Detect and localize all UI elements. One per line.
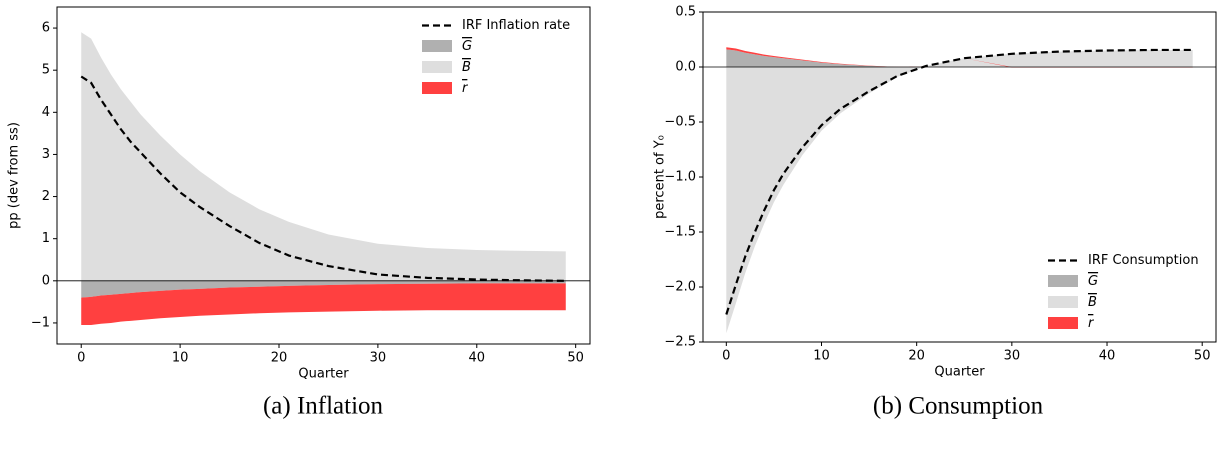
- legend-label: IRF Inflation rate: [462, 18, 570, 33]
- x-tick-label: 10: [813, 349, 830, 364]
- legend-label: G: [462, 39, 472, 54]
- legend-label: G: [1088, 274, 1098, 289]
- y-tick-label: 5: [42, 63, 50, 78]
- y-tick-label: 2: [42, 189, 50, 204]
- caption: (b) Consumption: [873, 393, 1044, 420]
- y-tick-label: 3: [42, 147, 50, 162]
- y-tick-label: −1.5: [664, 225, 696, 240]
- y-tick-label: 1: [42, 231, 50, 246]
- legend-swatch: [422, 61, 452, 73]
- legend-label: B: [462, 60, 471, 75]
- x-axis-label: Quarter: [298, 367, 349, 382]
- x-tick-label: 20: [908, 349, 925, 364]
- y-tick-label: 0.5: [675, 5, 696, 20]
- legend-swatch: [422, 82, 452, 94]
- legend-swatch: [422, 40, 452, 52]
- x-tick-label: 40: [1099, 349, 1116, 364]
- area: [81, 280, 566, 298]
- x-tick-label: 20: [271, 351, 288, 366]
- legend-label: B: [1088, 295, 1097, 310]
- y-tick-label: 0.0: [675, 60, 696, 75]
- y-tick-label: 4: [42, 105, 50, 120]
- y-tick-label: 6: [42, 21, 50, 36]
- x-tick-label: 0: [77, 351, 85, 366]
- panel: 0 10 20 30 40 50 −2.5 −2.0 −1.5 −1.0 −0.5 0.0 0.5 Qua…: [653, 5, 1217, 420]
- area: [726, 49, 1193, 67]
- legend-swatch: [1048, 317, 1078, 329]
- area: [81, 283, 566, 326]
- y-tick-label: 0: [42, 273, 50, 288]
- x-axis-label: Quarter: [934, 365, 985, 380]
- y-tick-label: −1.0: [664, 170, 696, 185]
- y-tick-label: −2.5: [664, 335, 696, 350]
- legend-label: IRF Consumption: [1088, 253, 1199, 268]
- panel: 0 10 20 30 40 50 −1 0 1 2 3 4 5 6 Quarter pp (dev from …: [7, 6, 591, 420]
- x-tick-label: 50: [567, 351, 584, 366]
- legend-label: r: [462, 81, 469, 96]
- y-tick-label: −2.0: [664, 280, 696, 295]
- y-axis-label: percent of Y₀: [653, 135, 668, 219]
- caption: (a) Inflation: [263, 393, 384, 420]
- area: [726, 49, 1193, 334]
- x-tick-label: 30: [1004, 349, 1021, 364]
- y-tick-label: −0.5: [664, 115, 696, 130]
- area: [81, 32, 566, 281]
- plot-frame: [56, 6, 591, 345]
- x-tick-label: 30: [370, 351, 387, 366]
- legend-swatch: [1048, 275, 1078, 287]
- irf-line: [80, 75, 566, 282]
- legend-swatch: [1048, 296, 1078, 308]
- y-axis-label: pp (dev from ss): [7, 122, 22, 229]
- x-tick-label: 50: [1194, 349, 1211, 364]
- legend: IRF Consumption GBr: [1048, 253, 1199, 331]
- legend: IRF Inflation rate GBr: [422, 18, 570, 96]
- x-tick-label: 0: [722, 349, 730, 364]
- x-tick-label: 10: [172, 351, 189, 366]
- y-tick-label: −1: [31, 315, 50, 330]
- x-tick-label: 40: [469, 351, 486, 366]
- legend-label: r: [1088, 316, 1095, 331]
